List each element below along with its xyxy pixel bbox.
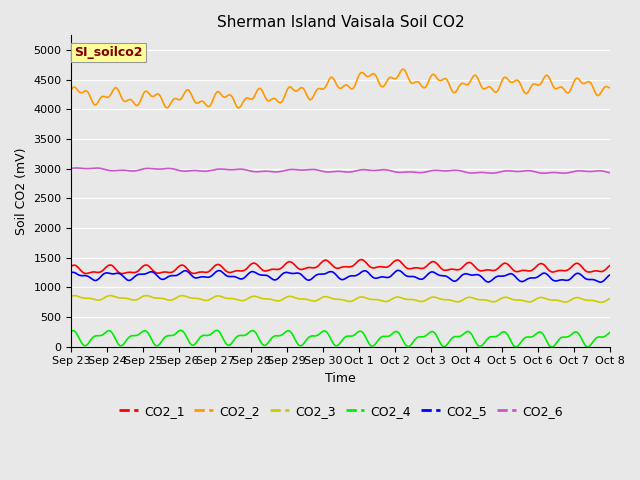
- CO2_4: [579, 339, 587, 345]
- CO2_4: [213, 327, 221, 333]
- CO2_4: [68, 328, 76, 334]
- CO2_6: [68, 166, 76, 171]
- Line: CO2_3: CO2_3: [72, 296, 610, 302]
- CO2_5: [597, 279, 605, 285]
- CO2_5: [134, 272, 141, 277]
- CO2_5: [606, 272, 614, 278]
- CO2_4: [248, 328, 255, 334]
- CO2_4: [512, 344, 520, 349]
- CO2_5: [578, 272, 586, 278]
- CO2_5: [228, 274, 236, 279]
- CO2_3: [248, 294, 255, 300]
- CO2_5: [303, 277, 311, 283]
- CO2_3: [70, 293, 78, 299]
- CO2_5: [68, 270, 76, 276]
- CO2_6: [488, 170, 495, 176]
- CO2_2: [234, 105, 242, 111]
- CO2_2: [399, 66, 407, 72]
- CO2_3: [230, 296, 237, 301]
- CO2_5: [395, 267, 403, 273]
- CO2_1: [68, 264, 76, 269]
- CO2_3: [597, 300, 605, 305]
- CO2_6: [72, 165, 80, 171]
- CO2_1: [230, 269, 237, 275]
- CO2_6: [248, 168, 255, 174]
- CO2_5: [246, 270, 254, 276]
- CO2_4: [305, 335, 312, 340]
- CO2_2: [579, 81, 587, 86]
- CO2_4: [606, 329, 614, 335]
- CO2_2: [228, 94, 236, 99]
- Y-axis label: Soil CO2 (mV): Soil CO2 (mV): [15, 147, 28, 235]
- Line: CO2_4: CO2_4: [72, 330, 610, 347]
- CO2_1: [135, 267, 143, 273]
- Text: SI_soilco2: SI_soilco2: [74, 46, 143, 59]
- CO2_3: [305, 297, 312, 303]
- Line: CO2_5: CO2_5: [72, 270, 610, 282]
- Line: CO2_6: CO2_6: [72, 168, 610, 173]
- CO2_3: [135, 296, 143, 301]
- Line: CO2_2: CO2_2: [72, 69, 610, 108]
- CO2_2: [606, 85, 614, 91]
- CO2_3: [606, 296, 614, 301]
- CO2_1: [606, 263, 614, 268]
- CO2_6: [257, 168, 264, 174]
- CO2_3: [578, 296, 586, 301]
- CO2_2: [68, 87, 76, 93]
- CO2_1: [305, 264, 312, 270]
- Title: Sherman Island Vaisala Soil CO2: Sherman Island Vaisala Soil CO2: [217, 15, 465, 30]
- CO2_1: [257, 265, 264, 271]
- CO2_5: [255, 272, 263, 277]
- CO2_1: [248, 261, 255, 267]
- CO2_6: [579, 168, 587, 174]
- CO2_3: [68, 293, 76, 299]
- CO2_6: [305, 167, 312, 172]
- CO2_2: [305, 95, 312, 101]
- CO2_2: [248, 96, 255, 102]
- CO2_3: [257, 295, 264, 301]
- CO2_6: [606, 170, 614, 176]
- CO2_4: [230, 338, 237, 344]
- Line: CO2_1: CO2_1: [72, 260, 610, 274]
- CO2_2: [257, 85, 264, 91]
- CO2_1: [357, 257, 365, 263]
- CO2_4: [257, 338, 264, 344]
- CO2_1: [118, 271, 126, 276]
- CO2_4: [134, 332, 141, 338]
- CO2_2: [134, 103, 141, 108]
- X-axis label: Time: Time: [325, 372, 356, 385]
- CO2_6: [230, 167, 237, 173]
- CO2_6: [135, 167, 143, 173]
- Legend: CO2_1, CO2_2, CO2_3, CO2_4, CO2_5, CO2_6: CO2_1, CO2_2, CO2_3, CO2_4, CO2_5, CO2_6: [114, 400, 568, 423]
- CO2_1: [579, 265, 587, 271]
